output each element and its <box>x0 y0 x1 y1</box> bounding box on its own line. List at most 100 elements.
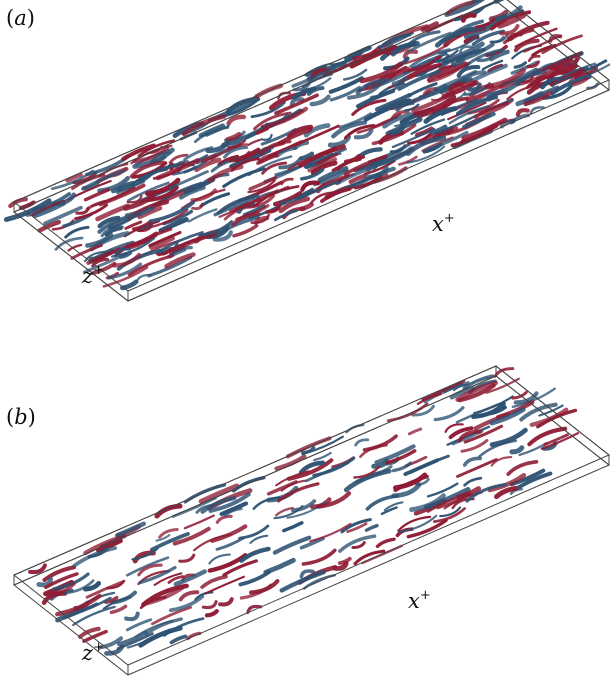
vortex-structure <box>426 61 469 83</box>
vortex-structure <box>448 426 474 440</box>
vortex-structure <box>155 534 171 542</box>
vortex-structure <box>407 31 452 53</box>
vortex-structure <box>436 492 471 510</box>
vortex-structure <box>126 194 143 204</box>
vortex-structure <box>343 154 388 176</box>
vortex-structure <box>489 407 526 426</box>
vortex-structure <box>173 569 207 587</box>
vortex-structure <box>403 103 420 112</box>
vortex-structure <box>272 535 312 555</box>
vortex-structure <box>327 134 352 148</box>
vortex-structure <box>127 254 175 277</box>
vortex-structure <box>383 501 404 512</box>
vortex-structure <box>253 215 270 226</box>
vortex-structure <box>291 499 317 513</box>
vortex-structure <box>221 123 270 148</box>
vortex-structure <box>238 570 271 587</box>
vortex-structure <box>78 626 101 639</box>
vortex-structure <box>543 433 569 447</box>
vortex-structure <box>300 168 325 181</box>
vortex-structure <box>256 153 279 166</box>
vortex-structure <box>402 49 419 59</box>
vortex-structure <box>164 252 196 269</box>
vortex-structure <box>158 217 189 234</box>
vortex-structure <box>304 461 349 483</box>
vortex-structure <box>382 112 414 129</box>
vortex-structure <box>416 392 442 405</box>
vortex-structure <box>127 181 170 202</box>
vortex-structure <box>439 506 462 518</box>
vortex-structure <box>391 482 422 499</box>
vortex-structure <box>317 166 349 183</box>
vortex-structure <box>356 112 402 134</box>
vortex-structure <box>516 67 556 87</box>
vortex-structure <box>168 594 205 613</box>
vortex-structure <box>389 144 407 154</box>
vortex-structure <box>421 379 466 401</box>
vortex-structure <box>204 609 219 618</box>
vortex-structure <box>433 70 478 92</box>
vortex-structure <box>506 32 523 42</box>
vortex-structure <box>194 157 222 173</box>
vortex-structure <box>342 68 368 81</box>
vortex-structure <box>193 533 232 552</box>
vortex-structure <box>137 206 163 220</box>
vortex-structure <box>227 139 246 150</box>
vortex-structure <box>471 0 486 4</box>
vortex-structure <box>513 61 527 69</box>
vortex-structure <box>247 155 293 177</box>
vortex-structure <box>411 91 456 113</box>
vortex-structure <box>198 220 233 237</box>
vortex-structure <box>407 132 433 145</box>
vortex-structure <box>84 250 108 263</box>
vortex-structure <box>222 167 266 188</box>
vortex-structure <box>119 279 139 291</box>
vortex-structure <box>529 106 545 115</box>
vortex-structure <box>72 605 116 627</box>
vortex-structure <box>194 591 214 601</box>
vortex-structure <box>153 572 183 586</box>
vortex-structure <box>33 200 67 218</box>
vortex-structure <box>215 514 233 524</box>
vortex-structure <box>205 139 230 154</box>
vortex-structure <box>456 65 481 78</box>
vortex-structure <box>70 243 103 260</box>
vortex-structure <box>423 486 471 510</box>
vortex-structure <box>151 605 192 626</box>
vortex-structure <box>198 483 240 504</box>
vortex-structure <box>231 211 261 227</box>
vortex-structure <box>337 556 352 565</box>
vortex-structure <box>370 83 402 99</box>
vortex-structure <box>82 629 108 643</box>
vortex-structure <box>490 10 532 31</box>
vortex-structure <box>397 69 442 91</box>
panel-b-label: (b) <box>6 405 36 429</box>
vortex-structure <box>125 618 153 632</box>
vortex-structure <box>540 51 583 72</box>
vortex-structure <box>547 64 577 79</box>
vortex-structure <box>517 471 553 490</box>
vortex-structure <box>391 76 408 86</box>
vortex-structure <box>391 461 413 473</box>
panel-b-x-axis-label: x+ <box>408 588 431 613</box>
vortex-structure <box>67 243 83 252</box>
vortex-structure <box>488 49 510 62</box>
vortex-structure <box>239 546 271 563</box>
vortex-structure <box>513 391 539 405</box>
vortex-structure <box>228 150 251 163</box>
vortex-structure <box>463 424 504 444</box>
vortex-structure <box>371 123 417 146</box>
vortex-structure <box>247 139 261 146</box>
vortex-structure <box>104 644 125 656</box>
vortex-structure <box>403 458 440 476</box>
vortex-structure <box>225 132 242 142</box>
vortex-structure <box>320 187 352 203</box>
vortex-structure <box>144 617 183 636</box>
vortex-structure <box>169 170 209 190</box>
vortex-structure <box>450 127 492 148</box>
vortex-structure <box>275 146 297 158</box>
vortex-structure <box>70 596 112 617</box>
vortex-structure <box>207 164 244 183</box>
vortex-structure <box>374 92 412 112</box>
vortex-structure <box>364 523 379 532</box>
